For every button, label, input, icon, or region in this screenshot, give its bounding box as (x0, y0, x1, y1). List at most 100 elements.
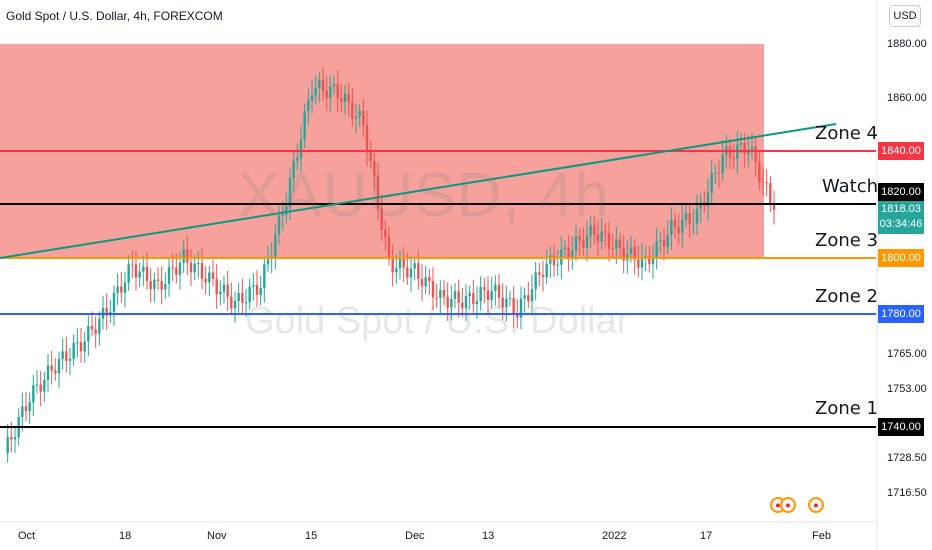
zone3-price-tag: 1800.00 (878, 249, 924, 267)
candle-body (76, 342, 79, 344)
candle-body (420, 279, 424, 287)
x-tick-label: 18 (119, 530, 132, 542)
candle-body (68, 359, 72, 361)
candle-body (402, 258, 405, 268)
candle-body (138, 271, 141, 278)
watch-label: Watch (822, 176, 879, 197)
candle-body (600, 231, 603, 242)
candle-body (439, 290, 442, 299)
candle-body (574, 236, 578, 251)
currency-button[interactable]: USD (889, 5, 921, 27)
candle-body (303, 111, 306, 140)
candle-body (244, 302, 248, 304)
candle-body (354, 116, 358, 119)
candle-body (706, 192, 710, 207)
zone1-price-tag: 1740.00 (878, 418, 924, 436)
candle-body (398, 258, 402, 269)
candle-body (164, 283, 167, 290)
candle-body (387, 236, 391, 259)
candle-body (145, 266, 149, 281)
zone3-label: Zone 3 (815, 230, 878, 251)
candle-body (567, 247, 570, 258)
candle-body (98, 318, 101, 334)
bar-countdown: 03:34:46 (879, 218, 923, 230)
candle-body (758, 162, 761, 182)
candle-body (497, 284, 501, 298)
candle-body (79, 342, 83, 352)
candle-body (761, 181, 765, 183)
y-tick-label: 1753.00 (887, 383, 927, 395)
candle-body (406, 267, 409, 278)
candle-body (692, 223, 695, 225)
x-tick-label: Dec (405, 530, 425, 542)
zone2-price-tag: 1780.00 (878, 305, 924, 323)
y-tick-label: 1860.00 (887, 92, 927, 104)
candle-body (83, 341, 86, 352)
us-flag-event-icon[interactable]: ● (808, 497, 824, 513)
candle-body (494, 284, 497, 291)
zone4-price-tag: 1840.00 (878, 142, 924, 160)
candle-body (252, 284, 255, 287)
candle-body (61, 351, 64, 359)
candle-body (629, 247, 633, 255)
candle-body (472, 292, 475, 305)
candle-body (21, 406, 24, 417)
candle-body (10, 436, 13, 440)
current-price-value: 1818.03 (881, 203, 921, 215)
candle-body (24, 406, 28, 412)
x-tick-label: 2022 (602, 530, 627, 542)
candle-body (186, 249, 189, 263)
candle-body (490, 290, 493, 300)
candle-body (523, 295, 526, 299)
candle-body (519, 298, 523, 318)
candle-body (237, 292, 240, 302)
candle-body (57, 358, 61, 374)
us-flag-event-icon[interactable]: ● (780, 497, 796, 513)
candle-body (307, 100, 310, 112)
candle-body (413, 263, 416, 269)
candle-body (717, 172, 721, 174)
candle-body (222, 284, 226, 292)
candle-body (321, 79, 325, 92)
candle-body (435, 297, 438, 299)
candle-body (750, 146, 754, 150)
candle-body (35, 384, 39, 386)
candle-body (13, 437, 17, 440)
candle-body (464, 296, 468, 309)
candle-body (296, 157, 299, 161)
candle-body (633, 247, 636, 260)
current-price-tag: 1818.03 03:34:46 (878, 201, 924, 234)
candle-body (200, 262, 204, 279)
candle-body (556, 264, 559, 266)
candle-body (442, 290, 446, 297)
candle-body (116, 286, 119, 293)
candle-body (215, 278, 218, 295)
candle-body (552, 255, 556, 266)
candle-body (65, 351, 68, 361)
x-tick-label: Feb (812, 530, 831, 542)
zone2-label: Zone 2 (815, 286, 878, 307)
candle-body (39, 384, 42, 392)
y-tick-label: 1765.00 (887, 348, 927, 360)
trendline[interactable] (0, 123, 837, 259)
candle-body (123, 282, 127, 293)
candle-body (450, 298, 453, 308)
candle-body (772, 203, 776, 210)
candle-body (395, 268, 398, 273)
candle-body (468, 292, 471, 297)
candle-body (516, 313, 519, 318)
candle-body (607, 233, 611, 249)
candle-body (622, 247, 625, 261)
y-tick-label: 1716.50 (887, 487, 927, 499)
candle-body (325, 91, 328, 98)
candle-body (230, 296, 233, 309)
candle-body (596, 234, 600, 242)
candle-body (644, 256, 647, 258)
candle-body (318, 79, 321, 88)
candle-body (94, 329, 97, 334)
candle-body (50, 365, 53, 371)
candle-body (332, 84, 336, 87)
candle-body (769, 183, 772, 204)
candle-body (618, 239, 622, 248)
